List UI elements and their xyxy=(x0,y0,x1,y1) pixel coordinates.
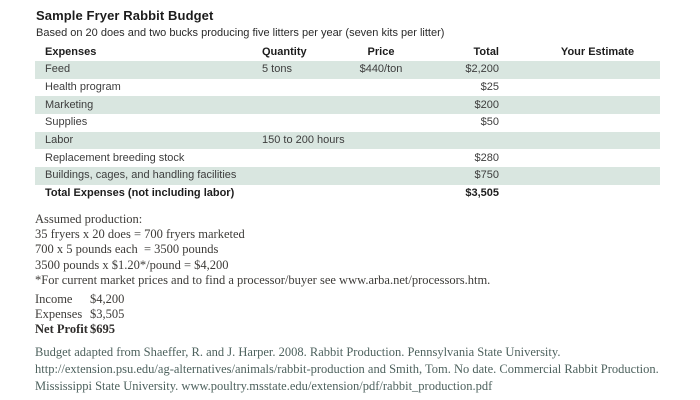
citation-line: http://extension.psu.edu/ag-alternatives… xyxy=(35,362,659,376)
cell-expense: Total Expenses (not including labor) xyxy=(45,187,235,200)
cell-expense: Health program xyxy=(45,81,121,94)
note-line: *For current market prices and to find a… xyxy=(35,272,491,287)
note-line: 3500 pounds x $1.20*/pound = $4,200 xyxy=(35,257,229,272)
summary-value: $3,505 xyxy=(90,307,125,322)
table-body: Feed 5 tons $440/ton $2,200 Health program $2… xyxy=(35,61,660,203)
summary-row: Expenses $3,505 xyxy=(35,307,124,322)
summary-label: Net Profit xyxy=(35,322,88,337)
table-row: Replacement breeding stock $280 xyxy=(35,149,660,167)
column-header-quantity: Quantity xyxy=(262,46,307,58)
table-row: Buildings, cages, and handling facilitie… xyxy=(35,167,660,185)
cell-total: $280 xyxy=(474,151,499,164)
cell-expense: Replacement breeding stock xyxy=(45,151,185,164)
note-line: 35 fryers x 20 does = 700 fryers markete… xyxy=(35,227,245,242)
table-row: Marketing $200 xyxy=(35,96,660,115)
summary-value: $695 xyxy=(90,322,115,337)
table-row: Total Expenses (not including labor) $3,5… xyxy=(35,185,660,203)
column-header-price: Price xyxy=(367,46,395,58)
summary-label: Income xyxy=(35,292,73,306)
note-line: Assumed production: xyxy=(35,212,143,226)
cell-quantity: 5 tons xyxy=(262,63,292,76)
page-title: Sample Fryer Rabbit Budget xyxy=(36,8,214,23)
table-row: Labor 150 to 200 hours xyxy=(35,131,660,150)
table-header-row: Expenses Quantity Price Total Your Estim… xyxy=(35,44,660,61)
summary-row: Income $4,200 xyxy=(35,292,124,307)
subtitle: Based on 20 does and two bucks producing… xyxy=(36,27,445,39)
table-row: Feed 5 tons $440/ton $2,200 xyxy=(35,61,660,79)
cell-price: $440/ton xyxy=(359,63,403,76)
cell-total: $50 xyxy=(480,116,499,129)
cell-expense: Feed xyxy=(45,63,71,76)
cell-total: $3,505 xyxy=(465,187,499,200)
column-header-your-estimate: Your Estimate xyxy=(560,46,635,58)
column-header-total: Total xyxy=(473,46,499,58)
note-line: 700 x 5 pounds each = 3500 pounds xyxy=(35,242,219,257)
cell-total: $750 xyxy=(474,169,499,182)
summary-label: Expenses xyxy=(35,307,83,322)
cell-expense: Marketing xyxy=(45,98,94,111)
cell-quantity: 150 to 200 hours xyxy=(262,134,345,147)
cell-total: $2,200 xyxy=(465,63,499,76)
column-header-expenses: Expenses xyxy=(45,46,97,58)
cell-expense: Supplies xyxy=(45,116,88,129)
cell-total: $200 xyxy=(474,98,499,111)
cell-total: $25 xyxy=(480,81,499,94)
table-row: Health program $25 xyxy=(35,79,660,97)
assumed-production-notes: Assumed production: 35 fryers x 20 does =… xyxy=(35,212,490,288)
citation-line: Budget adapted from Shaeffer, R. and J. … xyxy=(35,345,561,359)
budget-table: Expenses Quantity Price Total Your Estim… xyxy=(35,44,660,203)
source-citation: Budget adapted from Shaeffer, R. and J. … xyxy=(35,344,659,395)
citation-line: Mississippi State University. www.poultr… xyxy=(35,379,493,393)
profit-summary: Income $4,200 Expenses $3,505 Net Profit $695 xyxy=(35,292,124,338)
cell-expense: Labor xyxy=(45,134,74,147)
cell-expense: Buildings, cages, and handling facilitie… xyxy=(45,169,237,182)
table-row: Supplies $50 xyxy=(35,114,660,132)
summary-value: $4,200 xyxy=(90,292,125,306)
summary-row: Net Profit $695 xyxy=(35,322,124,337)
